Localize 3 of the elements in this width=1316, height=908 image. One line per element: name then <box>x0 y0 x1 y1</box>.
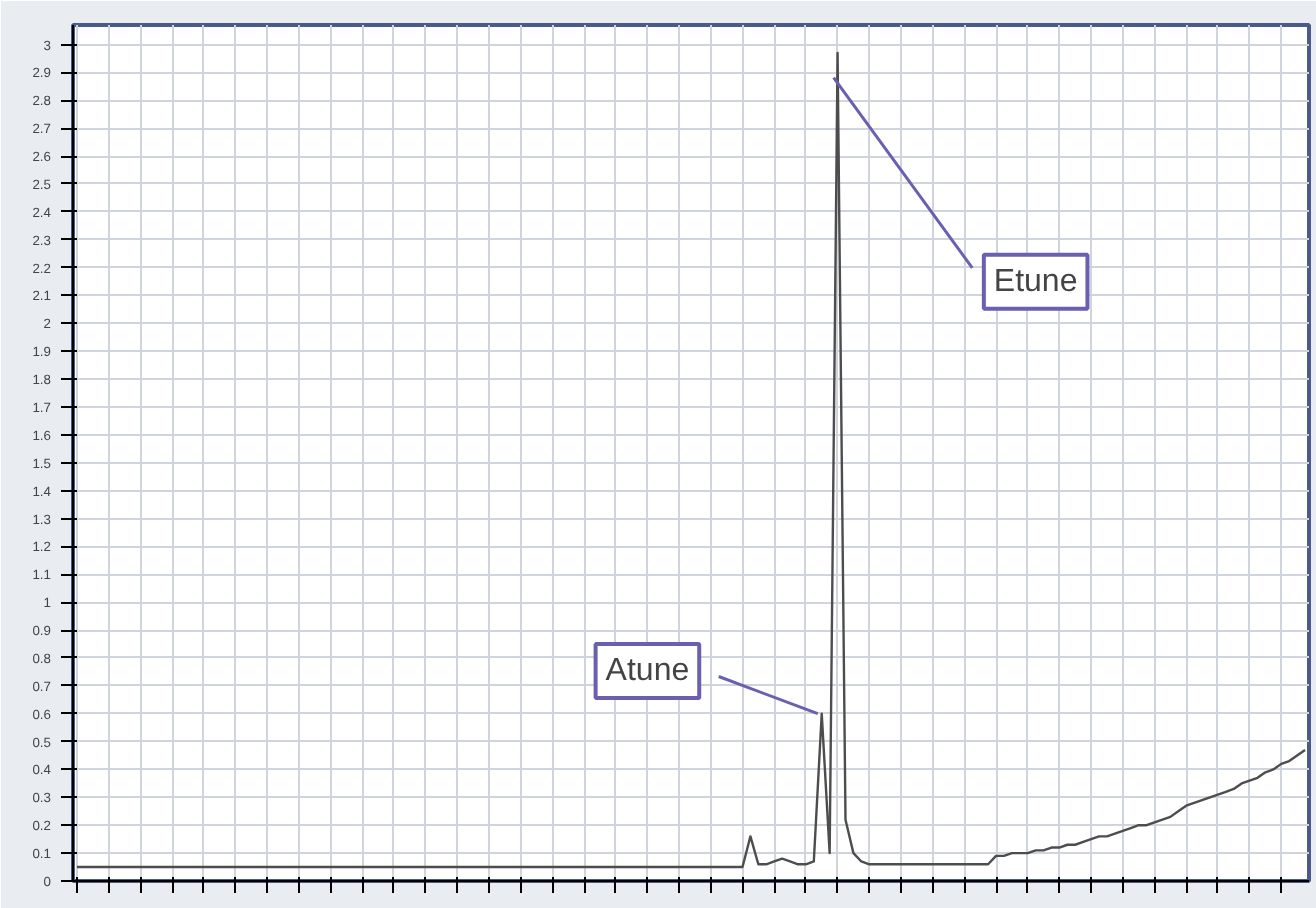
annotation: Etune <box>993 264 1078 299</box>
line-series <box>75 51 1307 869</box>
annotation: Atune <box>605 653 690 688</box>
